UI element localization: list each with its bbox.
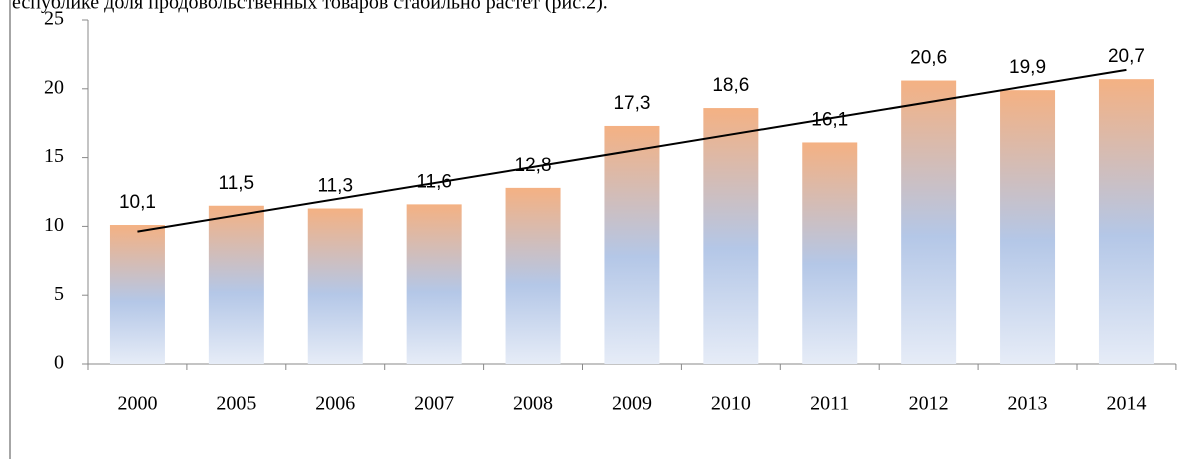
bar <box>307 208 363 364</box>
value-label: 16,1 <box>811 109 848 130</box>
bar <box>703 108 759 365</box>
value-label: 18,6 <box>712 75 749 96</box>
value-label: 12,8 <box>515 155 552 176</box>
bar <box>1098 79 1154 364</box>
bar <box>406 204 462 364</box>
value-label: 11,6 <box>416 171 452 192</box>
y-tick-label: 20 <box>44 76 64 98</box>
x-tick-label: 2008 <box>513 393 553 415</box>
value-label: 11,5 <box>219 173 255 194</box>
value-label: 19,9 <box>1009 57 1046 78</box>
bar <box>208 205 264 364</box>
bar <box>802 142 858 364</box>
y-tick-label: 10 <box>44 214 64 236</box>
bar <box>1000 90 1056 365</box>
x-tick-label: 2010 <box>711 393 751 415</box>
x-tick-label: 2014 <box>1106 393 1146 415</box>
x-tick-label: 2000 <box>117 393 157 415</box>
x-tick-label: 2012 <box>909 393 949 415</box>
bar <box>901 80 957 364</box>
y-tick-label: 5 <box>54 283 64 305</box>
bar <box>604 125 660 365</box>
x-tick-label: 2009 <box>612 393 652 415</box>
y-tick-label: 25 <box>44 8 64 30</box>
value-label: 20,7 <box>1108 46 1145 67</box>
x-tick-label: 2013 <box>1008 393 1048 415</box>
x-tick-label: 2006 <box>315 393 355 415</box>
value-label: 20,6 <box>910 48 947 69</box>
value-label: 17,3 <box>613 93 650 114</box>
value-label: 10,1 <box>119 192 156 213</box>
y-tick-label: 0 <box>54 352 64 374</box>
trend-line <box>137 68 1127 233</box>
bar <box>505 187 561 364</box>
bar <box>109 225 165 364</box>
x-tick-label: 2007 <box>414 393 454 415</box>
caption-text: еспублике доля продовольственных товаров… <box>12 0 608 14</box>
x-tick-label: 2005 <box>216 393 256 415</box>
value-label: 11,3 <box>317 176 353 197</box>
x-tick-label: 2011 <box>810 393 849 415</box>
y-tick-label: 15 <box>44 145 64 167</box>
